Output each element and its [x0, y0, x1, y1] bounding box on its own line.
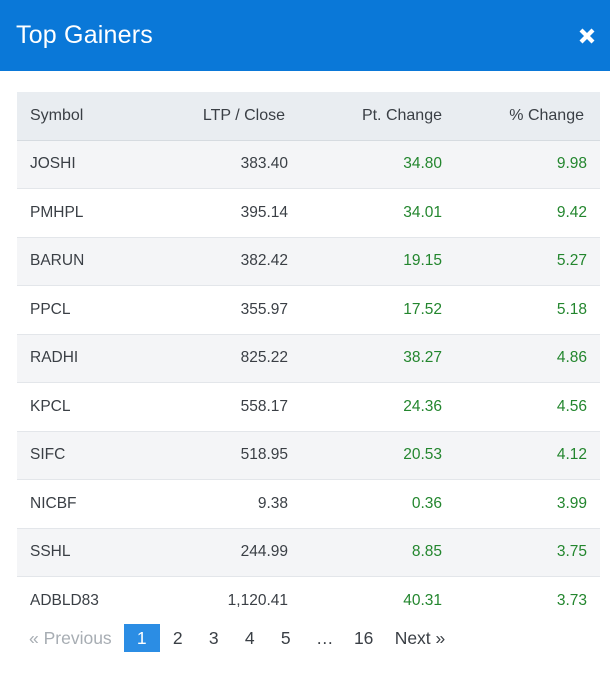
pct-change-cell: 3.75: [442, 528, 600, 577]
pt-change-cell: 17.52: [288, 285, 442, 335]
column-header-symbol[interactable]: Symbol: [17, 92, 147, 141]
pct-change-cell: 9.98: [442, 140, 600, 189]
pt-change-cell: 34.80: [288, 140, 442, 189]
pct-change-cell: 4.12: [442, 431, 600, 480]
table-header-row: Symbol LTP / Close Pt. Change % Change: [17, 92, 600, 141]
ltp-cell: 558.17: [147, 382, 288, 432]
table-row[interactable]: KPCL 558.17 24.36 4.56: [17, 382, 600, 432]
table-row[interactable]: RADHI 825.22 38.27 4.86: [17, 334, 600, 383]
ltp-cell: 383.40: [147, 140, 288, 189]
pt-change-cell: 38.27: [288, 334, 442, 383]
pct-change-cell: 3.73: [556, 592, 587, 609]
pt-change-cell: 0.36: [288, 479, 442, 529]
symbol-cell: PPCL: [17, 285, 147, 335]
table-row[interactable]: NICBF 9.38 0.36 3.99: [17, 479, 600, 529]
pct-change-cell: 4.56: [442, 382, 600, 432]
table-body: JOSHI 383.40 34.80 9.98 PMHPL 395.14 34.01 9.42…: [17, 140, 600, 625]
page-1-button[interactable]: 1: [123, 624, 160, 652]
pt-change-cell: 34.01: [288, 188, 442, 238]
pagination: « Previous 1 2 3 4 5 … 16 Next »: [17, 624, 449, 652]
next-page-button[interactable]: Next »: [394, 627, 446, 648]
table-row[interactable]: PPCL 355.97 17.52 5.18: [17, 285, 600, 335]
pct-change-cell: 9.42: [442, 188, 600, 238]
pt-change-cell: 24.36: [288, 382, 442, 432]
table-row[interactable]: BARUN 382.42 19.15 5.27: [17, 237, 600, 286]
page-3-button[interactable]: 3: [208, 627, 219, 648]
symbol-cell: SIFC: [17, 431, 147, 480]
ltp-cell: 355.97: [147, 285, 288, 335]
table-row[interactable]: PMHPL 395.14 34.01 9.42: [17, 188, 600, 238]
pt-change-cell: 40.31: [403, 592, 442, 609]
ltp-cell: 382.42: [147, 237, 288, 286]
modal-header: Top Gainers: [0, 0, 610, 71]
ltp-cell: 1,120.41: [227, 592, 288, 609]
previous-page-button[interactable]: « Previous: [29, 627, 112, 648]
ltp-cell: 518.95: [147, 431, 288, 480]
ltp-cell: 9.38: [147, 479, 288, 529]
symbol-cell: JOSHI: [17, 140, 147, 189]
pct-change-cell: 3.99: [442, 479, 600, 529]
symbol-cell: NICBF: [17, 479, 147, 529]
ltp-cell: 244.99: [147, 528, 288, 577]
ltp-cell: 825.22: [147, 334, 288, 383]
page-16-button[interactable]: 16: [353, 627, 374, 648]
symbol-cell: RADHI: [17, 334, 147, 383]
table-row[interactable]: SIFC 518.95 20.53 4.12: [17, 431, 600, 480]
pct-change-cell: 5.18: [442, 285, 600, 335]
table-row[interactable]: ADBLD83 1,120.41 40.31 3.73: [17, 576, 600, 625]
ltp-cell: 395.14: [147, 188, 288, 238]
column-header-pt-change[interactable]: Pt. Change: [288, 92, 442, 141]
page-4-button[interactable]: 4: [244, 627, 255, 648]
pt-change-cell: 20.53: [288, 431, 442, 480]
pt-change-cell: 8.85: [288, 528, 442, 577]
close-button[interactable]: [574, 23, 600, 49]
column-header-pct-change[interactable]: % Change: [442, 92, 600, 141]
pct-change-cell: 5.27: [442, 237, 600, 286]
table-row[interactable]: JOSHI 383.40 34.80 9.98: [17, 140, 600, 189]
column-header-ltp[interactable]: LTP / Close: [147, 92, 288, 141]
symbol-cell: KPCL: [17, 382, 147, 432]
page-2-button[interactable]: 2: [172, 627, 183, 648]
close-icon: [579, 28, 595, 43]
page-5-button[interactable]: 5: [280, 627, 291, 648]
pagination-ellipsis: …: [315, 627, 334, 648]
symbol-cell: SSHL: [17, 528, 147, 577]
table-row[interactable]: SSHL 244.99 8.85 3.75: [17, 528, 600, 577]
symbol-cell: PMHPL: [17, 188, 147, 238]
pt-change-cell: 19.15: [288, 237, 442, 286]
pct-change-cell: 4.86: [442, 334, 600, 383]
modal-title: Top Gainers: [16, 21, 153, 49]
gainers-table: Symbol LTP / Close Pt. Change % Change J…: [17, 92, 600, 625]
symbol-cell: BARUN: [17, 237, 147, 286]
gainers-table-container: Symbol LTP / Close Pt. Change % Change J…: [17, 92, 600, 625]
symbol-cell: ADBLD83: [30, 592, 99, 609]
